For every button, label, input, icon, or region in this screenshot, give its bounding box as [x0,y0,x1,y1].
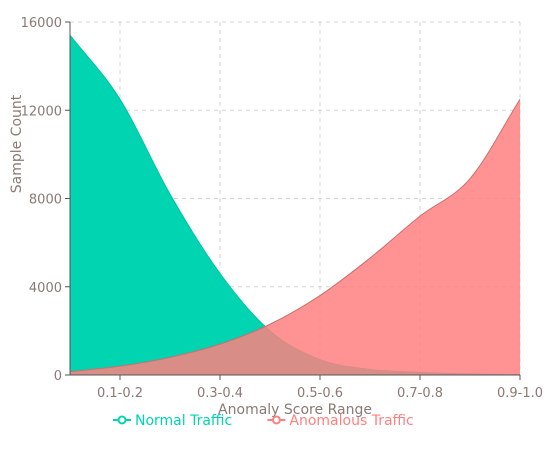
legend-marker-dot [117,415,127,425]
y-tick-labels: 0 4000 8000 12000 16000 [21,16,70,384]
series-line-anomalous-traffic [69,98,521,373]
y-tick-label: 16000 [21,16,62,31]
x-tick-label: 0.7-0.8 [397,386,443,401]
x-tick-label: 0.5-0.6 [297,386,343,401]
series-area-anomalous-traffic [70,99,520,375]
x-axis-title: Anomaly Score Range [218,402,372,418]
y-tick-label: 4000 [29,281,62,296]
series-area-normal-traffic [70,35,520,376]
x-tick-label: 0.9-1.0 [497,386,543,401]
x-tick-label: 0.1-0.2 [97,386,143,401]
y-tick-label: 8000 [29,193,62,208]
legend-marker-dot [271,415,281,425]
legend-item-anomalous-traffic[interactable]: Anomalous Traffic [267,413,414,429]
legend-label: Normal Traffic [135,413,232,429]
x-tick-labels: 0.1-0.2 0.3-0.4 0.5-0.6 0.7-0.8 0.9-1.0 [97,375,543,401]
legend-label: Anomalous Traffic [289,413,413,429]
plot-areas [69,34,521,376]
y-axis-title: Sample Count [9,94,25,193]
legend-item-normal-traffic[interactable]: Normal Traffic [113,413,232,429]
legend: Normal Traffic Anomalous Traffic [113,413,414,429]
y-tick-label: 12000 [21,104,62,119]
y-tick-label: 0 [54,369,62,384]
x-tick-label: 0.3-0.4 [197,386,243,401]
